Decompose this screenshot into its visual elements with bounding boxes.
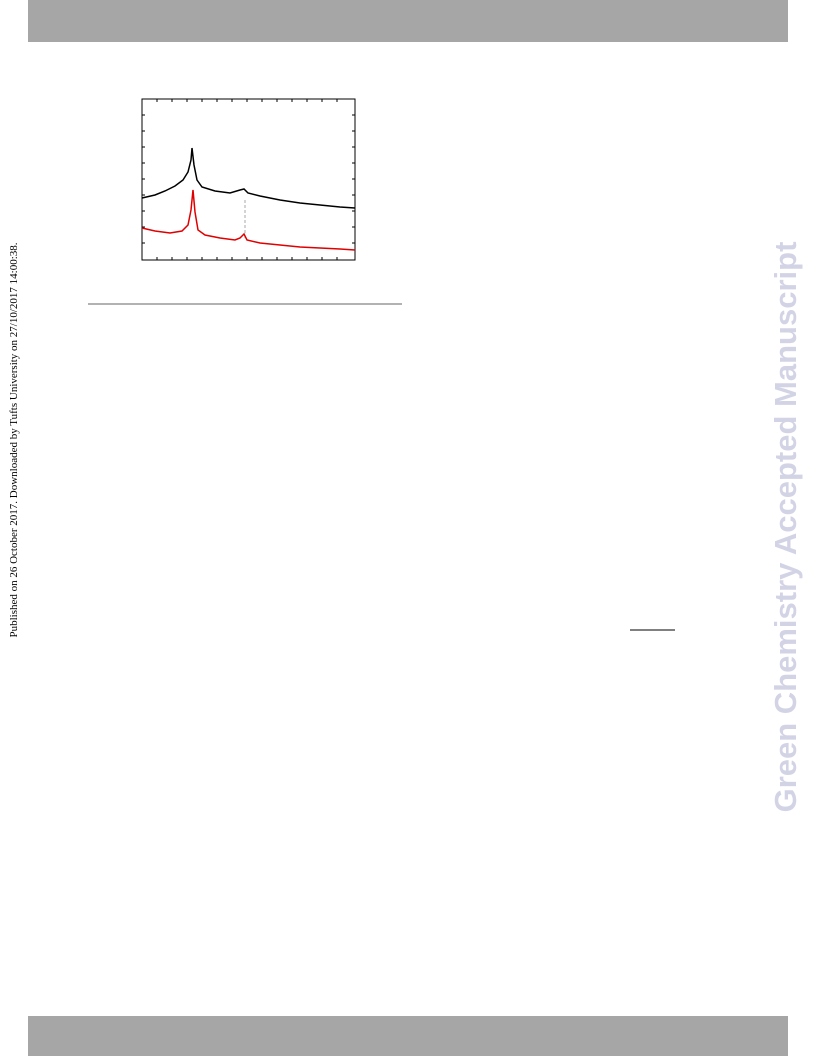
plot-frame (141, 98, 356, 261)
ticks (142, 99, 355, 260)
black-curve (141, 147, 356, 209)
red-curve (141, 189, 356, 251)
figure (88, 98, 675, 631)
footer-bar (28, 1016, 788, 1056)
header-bar (28, 0, 788, 42)
